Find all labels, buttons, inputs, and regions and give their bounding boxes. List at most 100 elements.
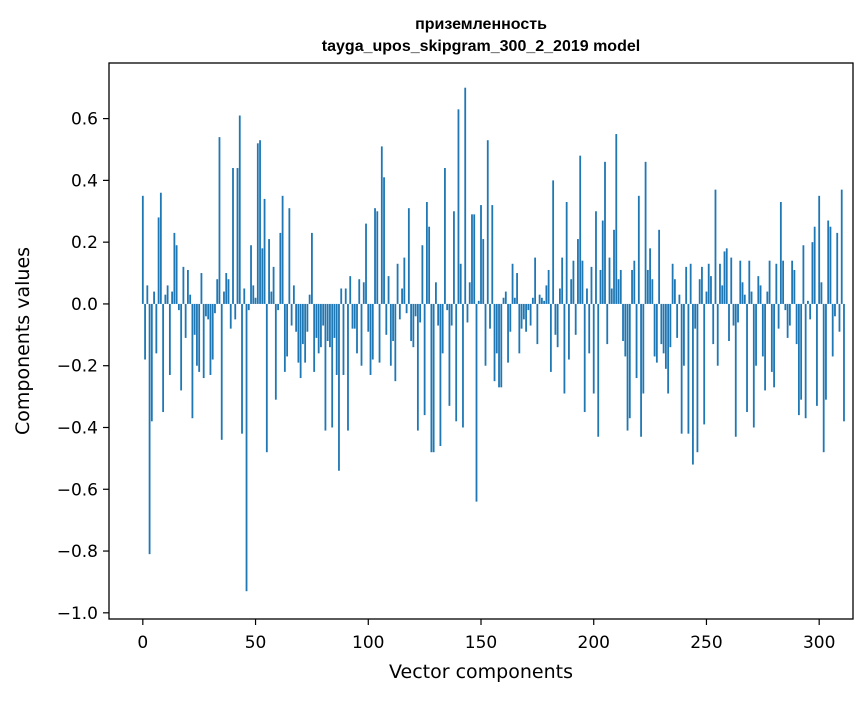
bar <box>694 303 697 329</box>
bar <box>261 248 264 304</box>
bar <box>209 303 212 375</box>
x-tick-label: 50 <box>245 633 267 653</box>
bar <box>707 263 710 304</box>
bar <box>680 303 683 434</box>
bar <box>166 285 169 304</box>
bar <box>441 303 444 354</box>
bar <box>403 257 406 304</box>
bar <box>779 202 782 304</box>
bar <box>698 279 701 304</box>
bar <box>563 303 566 394</box>
y-axis-label: Components values <box>12 247 34 435</box>
bar <box>782 260 785 304</box>
bar <box>187 269 189 304</box>
bar <box>606 303 609 345</box>
bar <box>301 303 304 345</box>
bar <box>268 239 270 304</box>
bar <box>583 303 586 413</box>
bar <box>229 303 232 329</box>
bar <box>416 303 419 431</box>
bar <box>295 303 298 332</box>
bar <box>180 303 183 391</box>
bar <box>218 137 221 304</box>
y-tick-label: 0.2 <box>71 233 98 253</box>
bar <box>604 161 606 304</box>
bar <box>795 303 798 345</box>
bar <box>383 177 385 304</box>
bar <box>673 279 676 304</box>
bar <box>757 276 760 304</box>
bar <box>144 303 146 360</box>
chart-subtitle: tayga_upos_skipgram_300_2_2019 model <box>322 38 640 55</box>
bar <box>146 285 149 304</box>
bar <box>157 217 160 304</box>
bar <box>283 303 286 372</box>
bar <box>234 303 237 320</box>
y-axis-ticks: −1.0 −0.8 −0.6 −0.4 −0.2 0.0 0.2 0.4 0.6 <box>57 110 109 624</box>
bar <box>407 208 410 304</box>
bar <box>588 303 591 354</box>
bar <box>770 303 773 372</box>
bar <box>761 303 764 357</box>
bar <box>511 263 514 304</box>
bar <box>369 303 372 375</box>
bar <box>775 263 778 304</box>
bar <box>353 303 356 329</box>
bar <box>696 303 699 453</box>
bar <box>581 260 584 304</box>
bar <box>572 260 575 304</box>
bar <box>579 155 582 304</box>
bar <box>664 303 667 369</box>
bar <box>412 303 415 348</box>
bar <box>712 303 715 345</box>
bar <box>223 291 225 304</box>
bar <box>669 303 672 348</box>
bar <box>439 303 442 447</box>
x-tick-label: 300 <box>803 633 835 653</box>
bar <box>254 297 257 304</box>
bar <box>622 303 624 341</box>
bar <box>380 146 383 304</box>
bar <box>365 223 367 304</box>
y-tick-label: 0.6 <box>71 110 98 130</box>
bar <box>245 303 248 592</box>
bar <box>716 303 719 366</box>
bar <box>660 303 663 345</box>
bar <box>394 303 397 382</box>
bar <box>425 202 428 304</box>
bar <box>256 143 259 304</box>
bar <box>250 245 252 304</box>
bar <box>743 294 746 304</box>
bar <box>313 303 316 372</box>
bar <box>304 303 307 363</box>
bar <box>205 303 207 317</box>
bar <box>565 202 568 304</box>
chart-title: приземленность <box>415 16 547 33</box>
bar <box>241 303 243 434</box>
bar <box>462 303 464 428</box>
bar <box>450 303 453 326</box>
bar <box>389 303 392 366</box>
bar <box>633 260 636 304</box>
bar <box>653 303 656 357</box>
bar <box>432 303 435 453</box>
bar <box>225 273 228 304</box>
bar <box>168 303 171 375</box>
y-tick-label: −1.0 <box>57 604 98 624</box>
bar <box>459 263 462 304</box>
y-tick-label: −0.2 <box>57 357 98 377</box>
bar <box>329 303 331 348</box>
bar <box>189 294 192 304</box>
bar <box>435 282 437 304</box>
bar <box>784 303 787 311</box>
bar <box>482 239 485 304</box>
bar <box>687 303 690 434</box>
bar <box>159 192 162 304</box>
bar <box>299 303 302 379</box>
bar <box>320 303 322 348</box>
bar <box>263 198 266 304</box>
bar <box>613 229 615 304</box>
bar <box>486 140 489 304</box>
bar <box>728 303 730 341</box>
